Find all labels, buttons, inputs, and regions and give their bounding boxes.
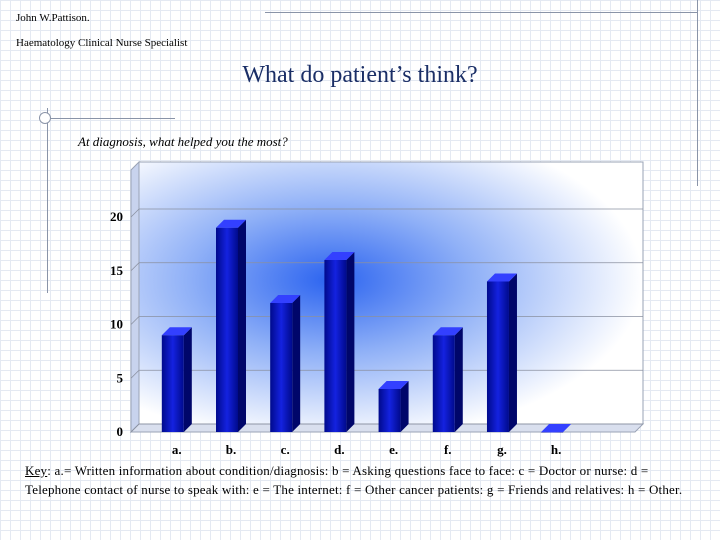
gridline-side [130, 262, 140, 272]
gridline-side [130, 423, 140, 433]
accent-circle [39, 112, 51, 124]
bar-top [161, 327, 192, 336]
chart-side-wall [130, 160, 140, 434]
x-tick-label: f. [444, 442, 452, 457]
bar [378, 389, 401, 432]
x-tick-label: a. [172, 442, 182, 457]
x-tick-label: g. [497, 442, 507, 457]
gridline-side [130, 208, 140, 218]
bar-chart: 0 5 10 15 20 a. b. c. d. e. f. g. h. [110, 160, 645, 457]
bar [432, 335, 455, 432]
x-tick-label: b. [226, 442, 236, 457]
bar-top [216, 219, 246, 228]
bar [216, 227, 238, 432]
top-rule [265, 12, 697, 13]
bar [541, 432, 564, 433]
key-label: Key [25, 463, 48, 478]
author-role: Haematology Clinical Nurse Specialist [16, 37, 188, 49]
bar [324, 260, 347, 432]
bar-top [378, 381, 409, 389]
bar-side [454, 327, 463, 432]
y-tick-label: 0 [117, 424, 124, 439]
y-tick-label: 15 [110, 263, 124, 278]
bar [270, 303, 293, 432]
gridline-side [130, 316, 140, 325]
accent-line [40, 118, 175, 119]
bar-top [324, 252, 355, 260]
left-rule [47, 108, 48, 293]
y-tick-label: 5 [117, 370, 124, 385]
bar-side [508, 273, 517, 432]
bar-side [400, 381, 409, 432]
x-tick-label: h. [551, 442, 561, 457]
chart-question: At diagnosis, what helped you the most? [78, 134, 288, 149]
bar [161, 335, 184, 432]
bar [486, 281, 509, 432]
bar-top [432, 327, 463, 336]
bar-side [183, 327, 192, 432]
bar-side [292, 295, 301, 432]
gridline-side [130, 369, 140, 379]
x-tick-label: c. [281, 442, 290, 457]
chart-root: 0 5 10 15 20 a. b. c. d. e. f. g. h. [110, 160, 645, 457]
y-tick-label: 10 [110, 317, 123, 332]
bar-side [238, 219, 246, 432]
y-tick-label: 20 [110, 209, 123, 224]
bar-side [346, 252, 355, 432]
chart-key: Key: a.= Written information about condi… [25, 461, 695, 499]
author-name: John W.Pattison. [16, 12, 90, 24]
right-rule [697, 0, 698, 186]
bar-top [541, 424, 572, 432]
x-tick-label: e. [389, 442, 398, 457]
key-text: : a.= Written information about conditio… [25, 463, 683, 497]
bar-top [270, 295, 301, 303]
x-tick-label: d. [334, 442, 344, 457]
bar-top [486, 273, 517, 282]
slide-title: What do patient’s think? [242, 62, 478, 88]
